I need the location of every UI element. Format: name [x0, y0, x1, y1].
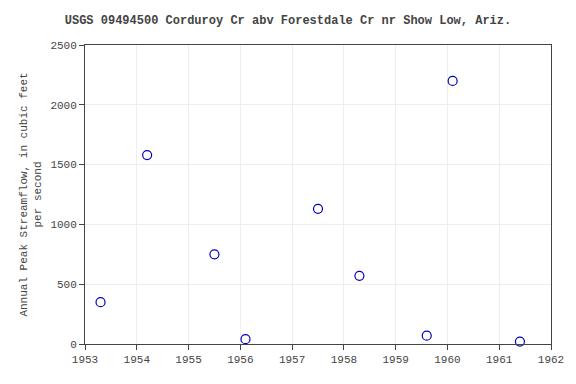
svg-text:1957: 1957 [279, 354, 305, 366]
svg-text:1956: 1956 [227, 354, 253, 366]
svg-text:Annual Peak Streamflow, in cub: Annual Peak Streamflow, in cubic feetper… [18, 72, 44, 316]
svg-text:1954: 1954 [124, 354, 151, 366]
svg-text:500: 500 [57, 279, 77, 291]
svg-text:USGS 09494500 Corduroy Cr abv: USGS 09494500 Corduroy Cr abv Forestdale… [65, 14, 511, 28]
svg-text:1961: 1961 [486, 354, 513, 366]
svg-text:2500: 2500 [50, 40, 76, 52]
svg-text:0: 0 [70, 339, 77, 351]
svg-text:1960: 1960 [434, 354, 460, 366]
svg-text:1500: 1500 [50, 159, 76, 171]
svg-text:1953: 1953 [72, 354, 98, 366]
svg-text:1958: 1958 [331, 354, 357, 366]
svg-text:1955: 1955 [175, 354, 201, 366]
svg-text:1959: 1959 [382, 354, 408, 366]
svg-text:1962: 1962 [538, 354, 564, 366]
svg-text:2000: 2000 [50, 100, 76, 112]
svg-text:1000: 1000 [50, 219, 76, 231]
